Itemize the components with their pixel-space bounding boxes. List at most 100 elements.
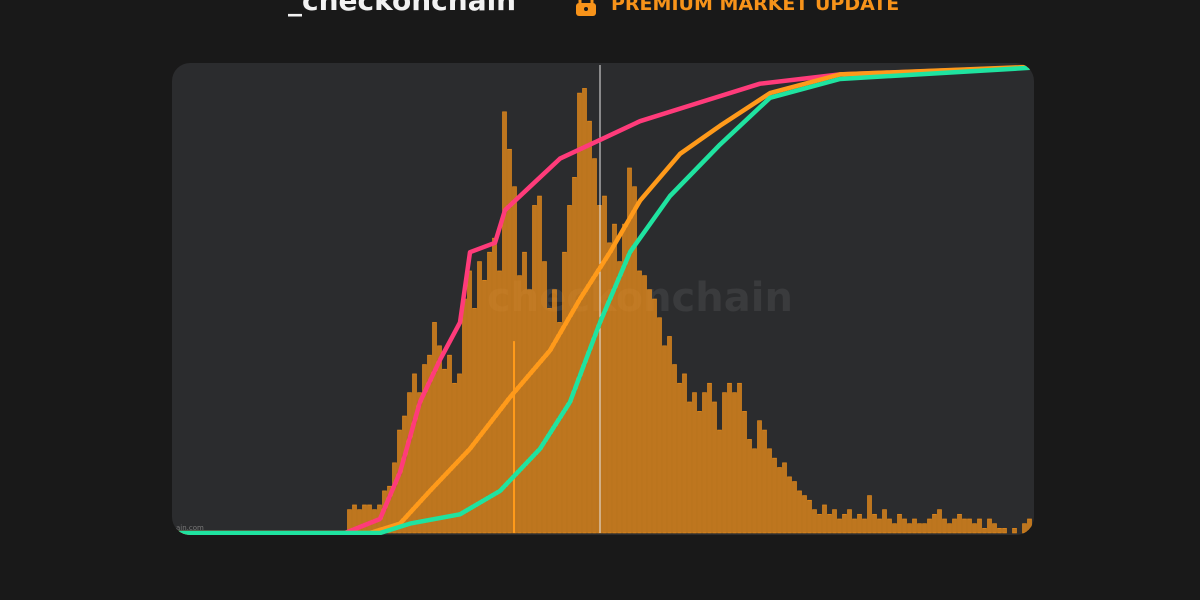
bar xyxy=(1027,518,1032,534)
bar xyxy=(982,528,987,534)
bar xyxy=(772,457,777,534)
bar xyxy=(552,289,557,534)
bar xyxy=(827,513,832,534)
bar xyxy=(882,509,887,534)
bar xyxy=(412,373,417,534)
bar xyxy=(547,308,552,534)
bar xyxy=(787,476,792,534)
bar xyxy=(777,467,782,534)
bar xyxy=(407,392,412,534)
bar xyxy=(737,382,742,534)
bar xyxy=(667,336,672,534)
cumulative-line xyxy=(172,65,1033,535)
bar xyxy=(797,490,802,534)
bar xyxy=(892,523,897,534)
bar xyxy=(447,354,452,534)
bar xyxy=(682,373,687,534)
bar xyxy=(672,364,677,534)
bar xyxy=(867,495,872,534)
plot: checkonchain ain.com xyxy=(172,64,1033,535)
bar xyxy=(432,322,437,534)
bar xyxy=(577,92,582,534)
bar xyxy=(852,518,857,534)
source-note: ain.com xyxy=(176,524,204,532)
bar xyxy=(932,513,937,534)
bar xyxy=(1022,523,1027,534)
bar xyxy=(692,392,697,534)
bar xyxy=(492,237,497,534)
bar xyxy=(497,270,502,534)
bar xyxy=(362,504,367,534)
bar xyxy=(842,513,847,534)
bar xyxy=(812,509,817,534)
bar xyxy=(527,289,532,534)
bar xyxy=(987,518,992,534)
bar xyxy=(637,270,642,534)
bar xyxy=(657,317,662,534)
bar xyxy=(477,261,482,534)
bar xyxy=(457,373,462,534)
bar xyxy=(607,242,612,534)
bar xyxy=(822,504,827,534)
bar xyxy=(557,322,562,534)
bar xyxy=(997,528,1002,534)
bar xyxy=(887,518,892,534)
bar xyxy=(687,401,692,534)
bar xyxy=(487,251,492,534)
badge: PREMIUM MARKET UPDATE xyxy=(611,0,899,15)
lock-icon xyxy=(576,0,596,16)
bar xyxy=(572,177,577,534)
bar xyxy=(507,148,512,534)
bar xyxy=(782,462,787,534)
bar xyxy=(707,382,712,534)
bar xyxy=(627,167,632,534)
bar xyxy=(847,509,852,534)
bar xyxy=(837,518,842,534)
bar xyxy=(872,513,877,534)
bar xyxy=(817,513,822,534)
bar xyxy=(992,523,997,534)
bar xyxy=(502,111,507,534)
bar xyxy=(1002,528,1007,534)
bar xyxy=(417,392,422,534)
bar xyxy=(467,270,472,534)
bar xyxy=(952,518,957,534)
brand: _checkonchain xyxy=(288,0,516,17)
bar xyxy=(702,392,707,534)
bar xyxy=(517,275,522,534)
bar xyxy=(752,448,757,534)
bar xyxy=(562,251,567,534)
bar xyxy=(642,275,647,534)
bar xyxy=(802,495,807,534)
bar xyxy=(767,448,772,534)
bar xyxy=(762,429,767,534)
bar xyxy=(612,223,617,534)
bar xyxy=(862,518,867,534)
bar xyxy=(757,420,762,534)
bar xyxy=(977,518,982,534)
bar xyxy=(652,298,657,534)
bar xyxy=(452,382,457,534)
bar xyxy=(617,261,622,534)
bar xyxy=(792,481,797,534)
bar xyxy=(462,298,467,534)
bar xyxy=(632,186,637,534)
bar xyxy=(647,289,652,534)
bar xyxy=(807,499,812,534)
bar xyxy=(472,308,477,534)
bar xyxy=(732,392,737,534)
bar xyxy=(947,523,952,534)
bar xyxy=(1012,528,1017,534)
bar xyxy=(747,439,752,534)
bar xyxy=(917,523,922,534)
bar xyxy=(907,523,912,534)
bar xyxy=(942,518,947,534)
bar xyxy=(542,261,547,534)
bar xyxy=(857,513,862,534)
bar xyxy=(957,513,962,534)
bar xyxy=(522,251,527,534)
bar xyxy=(427,354,432,534)
bar xyxy=(662,345,667,534)
bar xyxy=(602,195,607,534)
